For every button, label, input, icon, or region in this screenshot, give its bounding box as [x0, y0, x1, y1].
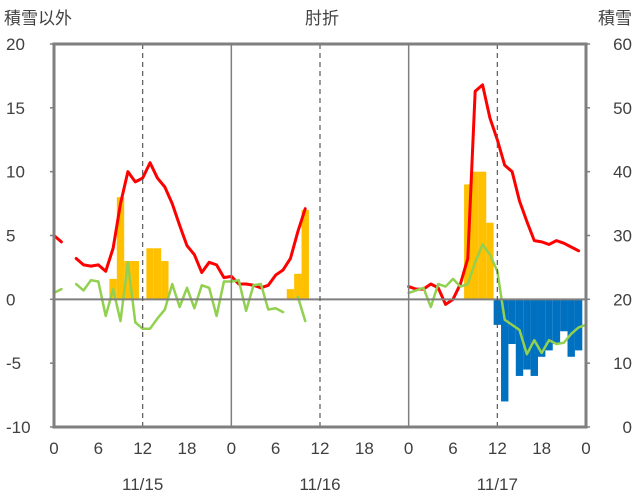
y-left-tick-label-1: 15	[6, 99, 25, 118]
bar-0-1	[116, 197, 125, 300]
y-left-tick-label-5: -5	[6, 354, 21, 373]
bar-1-2	[508, 299, 516, 345]
bar-0-5	[153, 248, 162, 300]
x-tick-label-6: 12	[311, 439, 330, 458]
bar-0-12	[478, 171, 487, 300]
x-tick-label-2: 12	[133, 439, 152, 458]
x-tick-label-10: 12	[488, 439, 507, 458]
x-tick-label-4: 0	[227, 439, 236, 458]
x-tick-label-7: 18	[355, 439, 374, 458]
bar-1-9	[560, 299, 568, 332]
bar-0-8	[294, 273, 302, 300]
y-left-tick-label-0: 20	[6, 35, 25, 54]
day-label-2: 11/17	[477, 475, 518, 494]
bar-0-13	[486, 222, 494, 300]
plot-frame	[50, 42, 590, 429]
bar-0-9	[301, 209, 309, 300]
bar-1-5	[530, 299, 538, 376]
bar-1-0	[493, 299, 502, 325]
station-title: 肘折	[305, 9, 339, 29]
y-left-tick-label-6: -10	[6, 418, 31, 437]
y-left-tick-label-2: 10	[6, 163, 25, 182]
x-tick-label-3: 18	[178, 439, 197, 458]
y-left-tick-label-4: 0	[6, 290, 15, 309]
bar-1-1	[501, 299, 509, 402]
y-right-tick-label-3: 30	[613, 227, 632, 246]
x-tick-label-9: 6	[448, 439, 457, 458]
bar-1-4	[523, 299, 531, 370]
bar-1-11	[574, 299, 583, 351]
bar-0-4	[146, 248, 154, 300]
bar-0-6	[161, 261, 169, 300]
y-right-tick-label-1: 50	[613, 99, 632, 118]
x-tick-label-5: 6	[271, 439, 280, 458]
bar-1-10	[567, 299, 575, 357]
line-1-2	[296, 295, 307, 323]
bar-1-7	[545, 299, 553, 351]
y-right-tick-label-2: 40	[613, 163, 632, 182]
y-right-tick-label-0: 60	[613, 35, 632, 54]
x-tick-label-11: 18	[532, 439, 551, 458]
day-label-0: 11/15	[122, 475, 163, 494]
y-right-tick-label-6: 0	[623, 418, 632, 437]
right-axis-title: 積雪	[598, 9, 632, 29]
day-label-1: 11/16	[299, 475, 340, 494]
bar-1-3	[515, 299, 524, 376]
bar-1-8	[552, 299, 561, 345]
bar-0-2	[124, 261, 132, 300]
bar-0-11	[471, 171, 479, 300]
bar-0-3	[131, 261, 139, 300]
y-right-tick-label-4: 20	[613, 290, 632, 309]
bars-layer	[109, 171, 583, 402]
left-axis-title: 積雪以外	[4, 9, 72, 29]
x-tick-label-1: 6	[94, 439, 103, 458]
bar-0-7	[286, 289, 295, 300]
line-0-1	[74, 161, 307, 290]
x-tick-label-12: 0	[581, 439, 590, 458]
bar-1-6	[537, 299, 546, 357]
line-1-1	[74, 261, 285, 330]
y-left-tick-label-3: 5	[6, 227, 15, 246]
x-tick-label-0: 0	[49, 439, 58, 458]
y-right-tick-label-5: 10	[613, 354, 632, 373]
x-tick-label-8: 0	[404, 439, 413, 458]
